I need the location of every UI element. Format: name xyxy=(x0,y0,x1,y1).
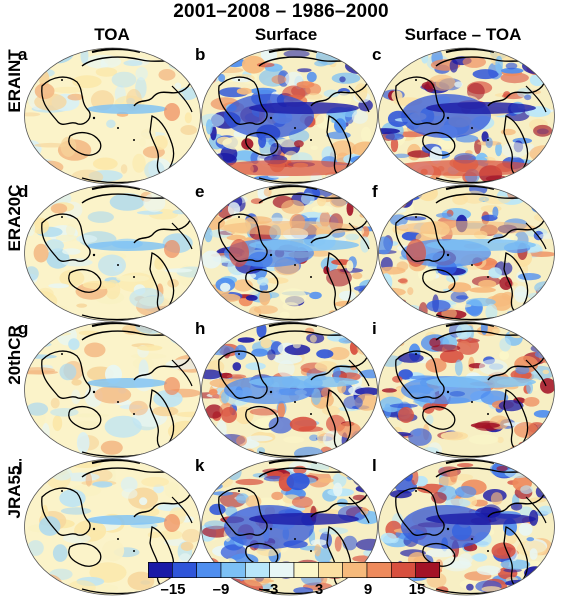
panel-letter: e xyxy=(195,182,205,201)
map-panel: c xyxy=(372,45,557,186)
colorbar-cell xyxy=(269,562,295,578)
panel-letter: d xyxy=(18,182,29,201)
column-header-surface-minus-toa: Surface – TOA xyxy=(404,25,522,44)
colorbar-cell xyxy=(342,562,368,578)
map-panel: h xyxy=(195,319,380,460)
colorbar-cell xyxy=(366,562,392,578)
map-panel: i xyxy=(372,319,557,460)
colorbar-tick: –9 xyxy=(212,581,230,598)
colorbar-cell xyxy=(196,562,222,578)
colorbar-cell xyxy=(415,562,440,578)
map-panel: j xyxy=(18,456,203,597)
colorbar xyxy=(148,562,440,578)
map-panel: d xyxy=(18,182,203,323)
panel-letter: i xyxy=(372,319,377,338)
panel-letter: f xyxy=(372,182,378,201)
colorbar-tick: –3 xyxy=(261,581,279,598)
panel-letter: b xyxy=(195,45,206,64)
panel-letter: k xyxy=(195,456,205,475)
panel-letter: a xyxy=(18,45,28,64)
colorbar-cell xyxy=(391,562,416,578)
map-panel: a xyxy=(18,45,203,186)
panel-letter: h xyxy=(195,319,206,338)
panel-letter: l xyxy=(372,456,377,475)
colorbar-tick: 3 xyxy=(314,581,324,598)
colorbar-tick: –15 xyxy=(160,581,186,598)
map-panel: f xyxy=(372,182,557,323)
colorbar-cell xyxy=(148,562,173,578)
colorbar-tick: 9 xyxy=(363,581,373,598)
colorbar-cell xyxy=(293,562,319,578)
map-panel: g xyxy=(18,319,203,460)
column-header-toa: TOA xyxy=(94,25,130,44)
panel-letter: j xyxy=(18,456,23,475)
colorbar-tick: 15 xyxy=(408,581,426,598)
panel-letter: g xyxy=(18,319,29,338)
colorbar-cell xyxy=(220,562,246,578)
colorbar-cell xyxy=(245,562,270,578)
column-header-surface: Surface xyxy=(254,25,318,44)
map-panel: e xyxy=(195,182,380,323)
map-panel: b xyxy=(195,45,380,186)
panel-letter: c xyxy=(372,45,382,64)
figure-title: 2001–2008 – 1986–2000 xyxy=(173,1,389,22)
map-panel: l xyxy=(372,456,557,597)
colorbar-cell xyxy=(172,562,197,578)
colorbar-cell xyxy=(318,562,343,578)
